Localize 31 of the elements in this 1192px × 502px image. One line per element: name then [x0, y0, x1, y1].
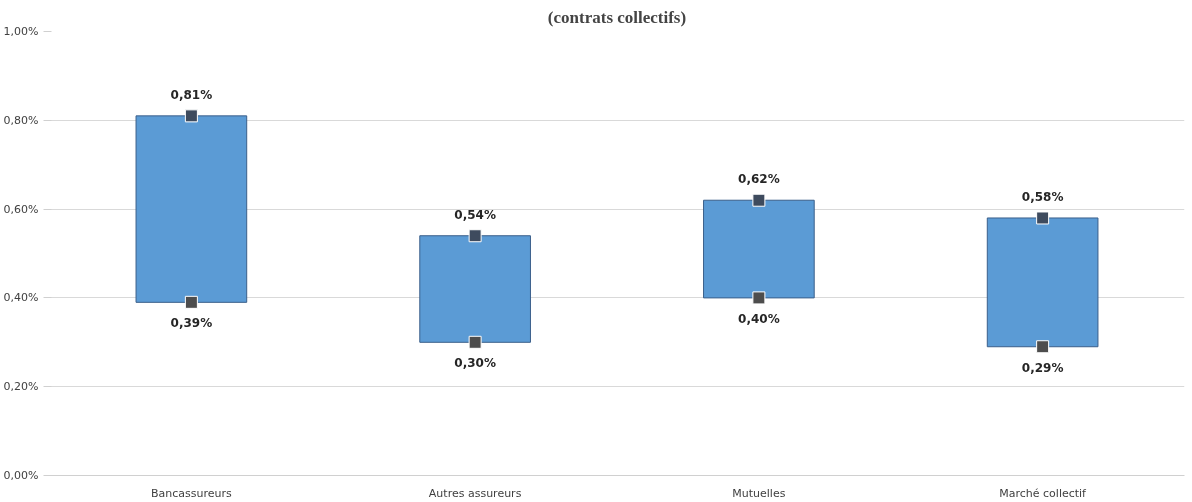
bar [135, 115, 248, 303]
data-label: 0,39% [170, 316, 213, 331]
point [468, 335, 482, 349]
data-label: 0,30% [454, 356, 496, 371]
data-label: 0,58% [1021, 189, 1064, 204]
data-label: 0,54% [454, 207, 496, 222]
point [184, 109, 198, 123]
y-tick-label: 0,20% [3, 380, 39, 394]
data-label: 0,81% [170, 87, 213, 102]
x-tick-label: Bancassureurs [151, 486, 233, 500]
y-tick-label: 0,00% [3, 469, 39, 482]
bar [419, 235, 531, 343]
point [184, 295, 198, 309]
data-label: 0,62% [738, 172, 780, 187]
point [752, 193, 766, 207]
y-tick-label: 0,40% [3, 291, 39, 305]
chart-title: (contrats collectifs) [547, 7, 687, 27]
x-tick-label: Autres assureurs [428, 486, 522, 500]
point [468, 229, 482, 243]
data-label: 0,29% [1021, 360, 1064, 375]
point [1036, 340, 1050, 354]
x-tick-label: Mutuelles [732, 486, 786, 500]
y-tick-label: 1,00% [3, 25, 39, 38]
y-tick-label: 0,60% [3, 202, 39, 216]
point [1036, 211, 1050, 225]
x-tick-label: Marché collectif [999, 486, 1088, 500]
point [752, 291, 766, 305]
data-label: 0,40% [738, 311, 780, 326]
bar [703, 199, 815, 299]
y-tick-label: 0,80% [3, 113, 39, 127]
bar [986, 217, 1099, 348]
